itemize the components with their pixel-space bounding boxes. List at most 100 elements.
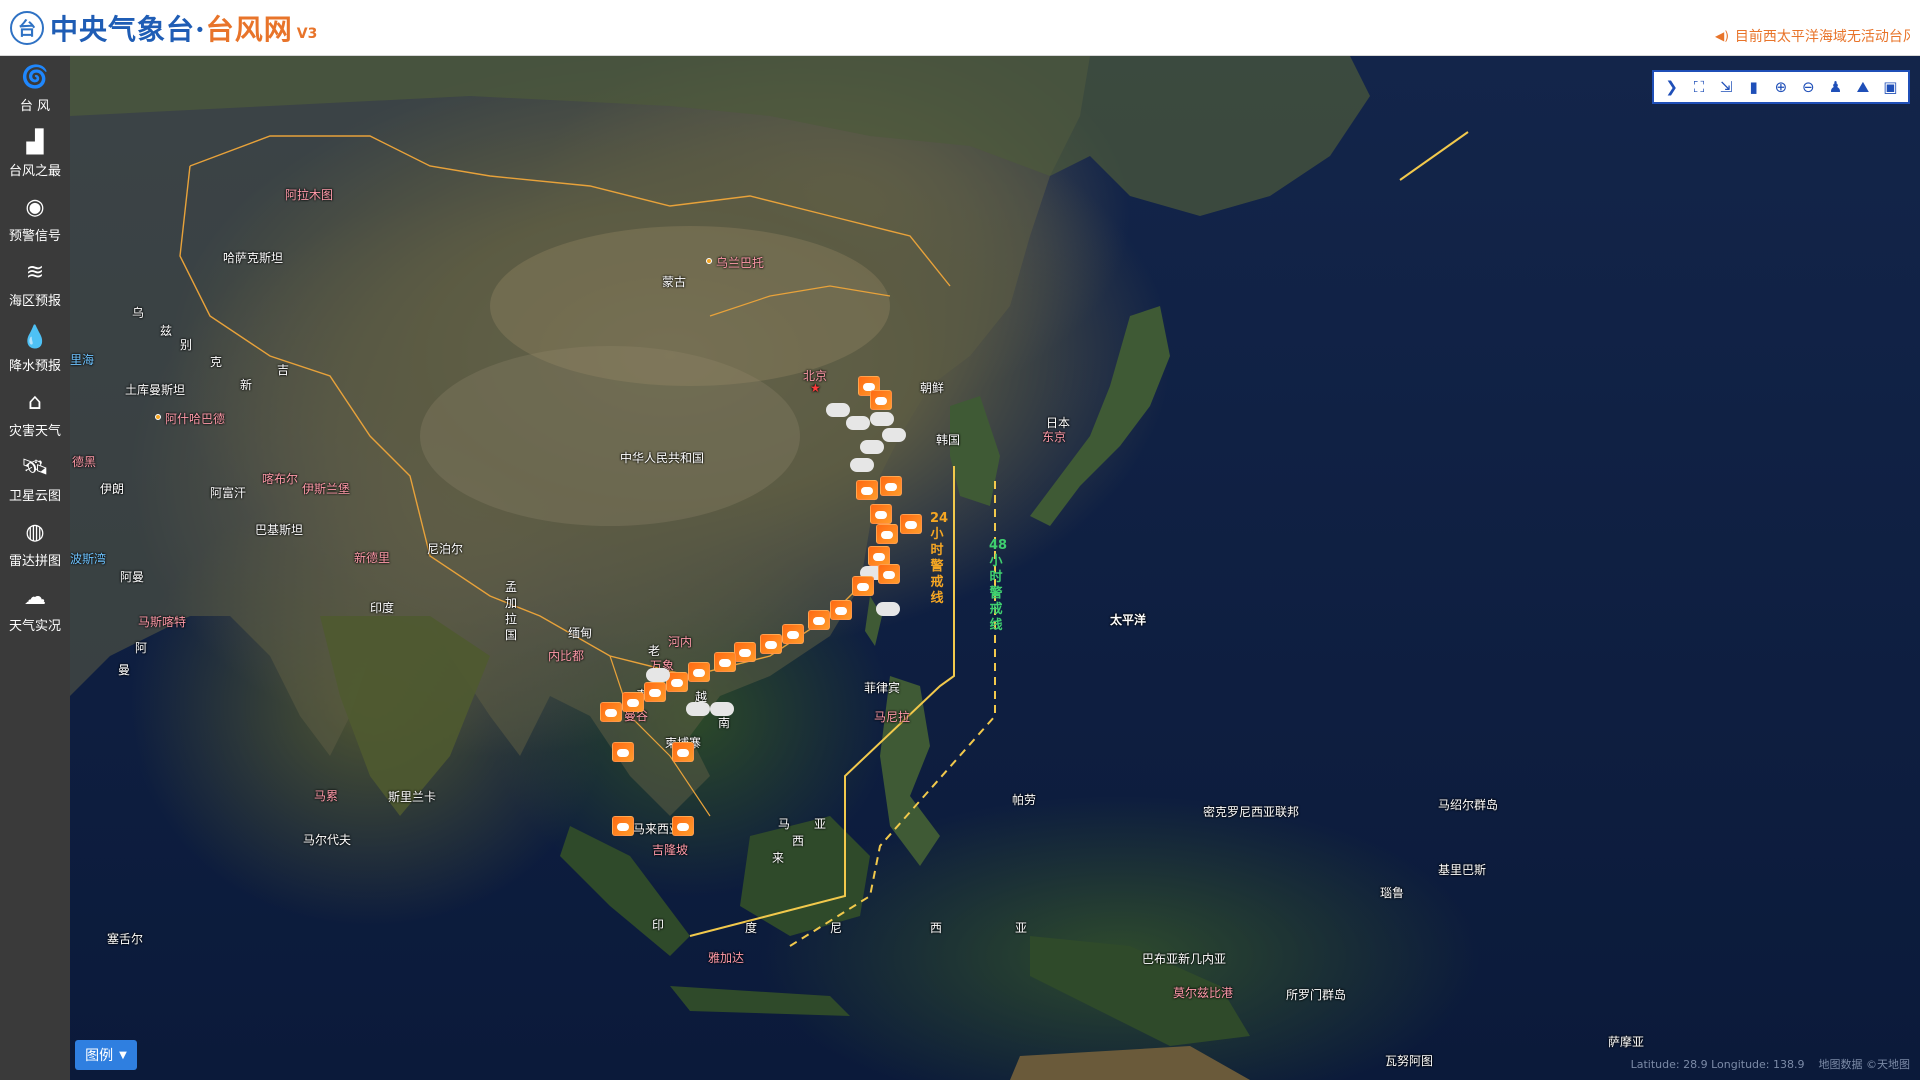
- map-label-tehran: 德黑: [72, 455, 97, 469]
- weather-sun-icon[interactable]: [672, 742, 694, 762]
- weather-sun-icon[interactable]: [856, 480, 878, 500]
- weather-sun-icon[interactable]: [782, 624, 804, 644]
- map-label-marshall: 马绍尔群岛: [1438, 798, 1499, 812]
- weather-cloud-icon[interactable]: [860, 440, 884, 454]
- sidebar-item-label: 降水预报: [8, 358, 61, 374]
- terrain-map-button[interactable]: ⛰: [1856, 78, 1870, 96]
- map-label-kazakhstan: 哈萨克斯坦: [223, 251, 284, 265]
- map-label-bangla-3: 拉: [505, 612, 518, 626]
- weather-cloud-icon[interactable]: [710, 702, 734, 716]
- map-label-nauru: 瑙鲁: [1380, 886, 1405, 900]
- city-dot-ashgabat: [155, 414, 161, 420]
- raindrop-icon: 💧: [21, 324, 49, 350]
- map-label-iran: 伊朗: [100, 482, 125, 496]
- sidebar-item-radar[interactable]: ◍ 雷达拼图: [0, 511, 70, 576]
- weather-sun-icon[interactable]: [808, 610, 830, 630]
- weather-sun-icon[interactable]: [852, 576, 874, 596]
- map-label-bangla-4: 国: [505, 628, 518, 642]
- weather-cloud-icon[interactable]: [826, 403, 850, 417]
- map-label-palau: 帕劳: [1012, 793, 1037, 807]
- map-label-ulaanbaatar: 乌兰巴托: [716, 256, 765, 270]
- map-label-malaysia: 马来西亚: [633, 822, 682, 836]
- map-label-maldives: 马尔代夫: [303, 833, 352, 847]
- weather-cloud-icon[interactable]: [876, 602, 900, 616]
- weather-sun-icon[interactable]: [688, 662, 710, 682]
- map-label-myanmar: 缅甸: [568, 626, 593, 640]
- map-label-ma: 马: [778, 817, 791, 831]
- map-credit: 地图数据 ©天地图: [1818, 1058, 1911, 1071]
- cloud-icon: ☁: [24, 584, 46, 610]
- weather-sun-icon[interactable]: [612, 742, 634, 762]
- zoom-in-button[interactable]: ⊕: [1774, 78, 1788, 96]
- map-label-pakistan: 巴基斯坦: [255, 523, 304, 537]
- weather-cloud-icon[interactable]: [870, 412, 894, 426]
- map-label-samoa: 萨摩亚: [1608, 1035, 1645, 1049]
- weather-sun-icon[interactable]: [644, 682, 666, 702]
- sidebar-item-precip-forecast[interactable]: 💧 降水预报: [0, 316, 70, 381]
- collapse-toolbar-button[interactable]: ❯: [1665, 78, 1678, 96]
- weather-sun-icon[interactable]: [870, 504, 892, 524]
- map-label-oman-a: 阿曼: [120, 570, 145, 584]
- map-label-srilanka: 斯里兰卡: [388, 790, 437, 804]
- weather-cloud-icon[interactable]: [846, 416, 870, 430]
- map-canvas[interactable]: 阿拉木图 哈萨克斯坦 蒙古 乌兰巴托 乌 兹 别 克 吉 新 土库曼斯坦 阿什哈…: [70, 56, 1920, 1080]
- map-label-indo-5: 亚: [1015, 921, 1028, 935]
- weather-sun-icon[interactable]: [612, 816, 634, 836]
- map-label-png: 巴布亚新几内亚: [1142, 952, 1227, 966]
- cursor-coordinates: Latitude: 28.9 Longitude: 138.9: [1630, 1058, 1805, 1071]
- map-label-bangla-1: 孟: [505, 580, 518, 594]
- weather-sun-icon[interactable]: [734, 642, 756, 662]
- bookmark-button[interactable]: ▮: [1749, 78, 1758, 96]
- sidebar-item-warning-signals[interactable]: ◉ 预警信号: [0, 186, 70, 251]
- sidebar-nav: 🌀 台 风 ▟ 台风之最 ◉ 预警信号 ≋ 海区预报 💧 降水预报 ⌂ 灾害天气…: [0, 56, 70, 1080]
- street-view-button[interactable]: ♟: [1828, 78, 1843, 96]
- weather-cloud-icon[interactable]: [882, 428, 906, 442]
- sidebar-item-typhoon[interactable]: 🌀 台 风: [0, 56, 70, 121]
- weather-sun-icon[interactable]: [878, 564, 900, 584]
- sidebar-item-typhoon-records[interactable]: ▟ 台风之最: [0, 121, 70, 186]
- weather-sun-icon[interactable]: [880, 476, 902, 496]
- map-label-solomon: 所罗门群岛: [1286, 988, 1347, 1002]
- weather-cloud-icon[interactable]: [850, 458, 874, 472]
- logo-title-sub: 台风网: [205, 13, 293, 46]
- warning-24h-label: 24 小 时 警 戒 线: [930, 511, 949, 606]
- weather-sun-icon[interactable]: [830, 600, 852, 620]
- legend-toggle-button[interactable]: 图例 ▼: [75, 1040, 137, 1070]
- typhoon-notice[interactable]: ◀) 目前西太平洋海域无活动台风: [1715, 26, 1910, 46]
- weather-cloud-icon[interactable]: [646, 668, 670, 682]
- weather-sun-icon[interactable]: [868, 546, 890, 566]
- weather-sun-icon[interactable]: [900, 514, 922, 534]
- map-label-turkmenistan: 土库曼斯坦: [125, 383, 186, 397]
- weather-sun-icon[interactable]: [622, 692, 644, 712]
- site-logo[interactable]: 台 中央气象台· 台风网 V3: [10, 8, 317, 48]
- weather-sun-icon[interactable]: [760, 634, 782, 654]
- speaker-icon: ◀): [1715, 29, 1729, 43]
- export-button[interactable]: ⇲: [1720, 78, 1733, 96]
- satellite-icon: 🛰: [21, 454, 49, 480]
- map-label-muscat: 马斯喀特: [138, 615, 187, 629]
- sidebar-item-sea-forecast[interactable]: ≋ 海区预报: [0, 251, 70, 316]
- fullscreen-button[interactable]: ⛶: [1693, 78, 1705, 96]
- nmc-logo-icon: 台: [10, 11, 44, 45]
- weather-sun-icon[interactable]: [600, 702, 622, 722]
- weather-sun-icon[interactable]: [672, 816, 694, 836]
- weather-sun-icon[interactable]: [870, 390, 892, 410]
- map-label-indo-1: 印: [652, 918, 665, 932]
- weather-cloud-icon[interactable]: [686, 702, 710, 716]
- sidebar-item-severe-weather[interactable]: ⌂ 灾害天气: [0, 381, 70, 446]
- map-label-viet: 越: [695, 690, 708, 704]
- map-label-nkorea: 朝鲜: [920, 381, 945, 395]
- map-label-bie: 别: [180, 338, 193, 352]
- map-label-pacific: 太平洋: [1110, 613, 1147, 627]
- map-label-mongolia: 蒙古: [662, 275, 687, 289]
- sidebar-item-satellite[interactable]: 🛰 卫星云图: [0, 446, 70, 511]
- satellite-map-button[interactable]: ▣: [1883, 78, 1898, 96]
- weather-sun-icon[interactable]: [666, 672, 688, 692]
- zoom-out-button[interactable]: ⊖: [1802, 78, 1815, 96]
- sea-icon: ≋: [25, 259, 45, 285]
- map-label-kl: 吉隆坡: [652, 843, 689, 857]
- legend-label: 图例: [85, 1048, 114, 1064]
- weather-sun-icon[interactable]: [876, 524, 898, 544]
- sidebar-item-observations[interactable]: ☁ 天气实况: [0, 576, 70, 641]
- weather-sun-icon[interactable]: [714, 652, 736, 672]
